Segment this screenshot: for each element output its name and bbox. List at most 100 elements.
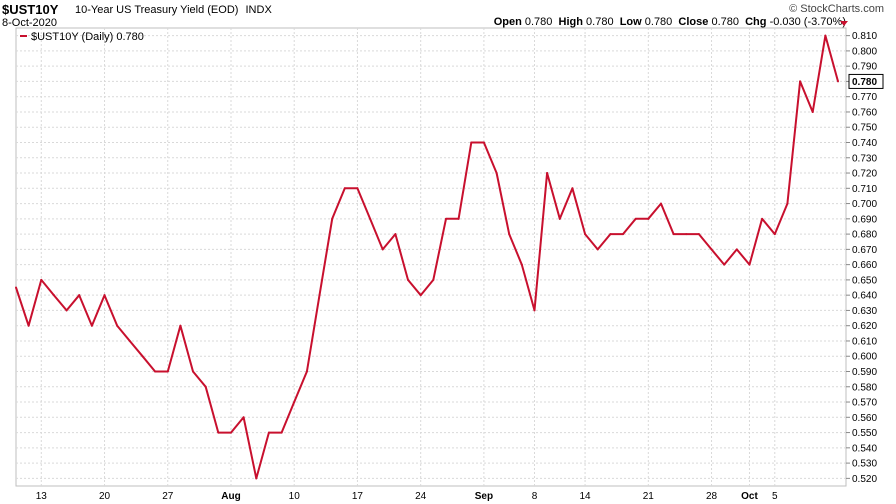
data-point: [824, 34, 827, 37]
data-point: [40, 278, 43, 281]
y-tick-label: 0.550: [852, 428, 877, 439]
chg-value: -0.030 (-3.70%): [769, 16, 846, 28]
data-point: [318, 294, 321, 297]
data-point: [432, 278, 435, 281]
data-point: [748, 263, 751, 266]
data-point: [65, 309, 68, 312]
x-tick-label: 8: [532, 491, 538, 502]
data-point: [192, 370, 195, 373]
y-tick-label: 0.720: [852, 169, 877, 180]
data-point: [659, 202, 662, 205]
data-point: [166, 370, 169, 373]
x-tick-label: Sep: [475, 491, 493, 502]
data-point: [723, 263, 726, 266]
y-tick-label: 0.670: [852, 245, 877, 256]
data-point: [697, 233, 700, 236]
description-text: 10-Year US Treasury Yield (EOD): [75, 4, 239, 16]
data-point: [786, 202, 789, 205]
data-point: [179, 324, 182, 327]
grid-lines: [16, 28, 846, 486]
chg-label: Chg: [745, 16, 767, 28]
data-point: [584, 233, 587, 236]
y-tick-label: 0.660: [852, 260, 877, 271]
high-value: 0.780: [586, 16, 614, 28]
data-point: [280, 431, 283, 434]
x-tick-label: Oct: [741, 491, 758, 502]
data-point: [356, 187, 359, 190]
data-points: [15, 34, 839, 480]
yield-series-line: [15, 34, 839, 480]
y-tick-label: 0.740: [852, 138, 877, 149]
y-axis: 0.520 0.530 0.540 0.550 0.560 0.570 0.580 0.590…: [846, 31, 877, 485]
last-value-text: 0.780: [852, 77, 877, 88]
data-point: [154, 370, 157, 373]
x-tick-label: 17: [352, 491, 364, 502]
y-tick-label: 0.630: [852, 306, 877, 317]
x-tick-label: 5: [772, 491, 778, 502]
data-point: [204, 385, 207, 388]
y-tick-label: 0.770: [852, 92, 877, 103]
close-value: 0.780: [711, 16, 739, 28]
low-value: 0.780: [644, 16, 673, 28]
y-tick-label: 0.650: [852, 275, 877, 286]
data-point: [811, 110, 814, 113]
x-tick-label: Aug: [221, 491, 240, 502]
exchange-text: INDX: [245, 4, 272, 16]
data-point: [242, 416, 245, 419]
last-value-box: [848, 73, 884, 89]
data-point: [394, 233, 397, 236]
data-point: [672, 233, 675, 236]
data-point: [444, 217, 447, 220]
data-point: [331, 217, 334, 220]
y-tick-label: 0.730: [852, 153, 877, 164]
data-point: [381, 248, 384, 251]
data-point: [78, 294, 81, 297]
ohlc-readout: Open 0.780 High 0.780 Low 0.780 Close 0.…: [494, 16, 846, 28]
y-tick-label: 0.540: [852, 443, 877, 454]
x-axis: 13 20 27 Aug 10 17 24 Sep 8 14 21 28 Oct 5: [36, 491, 778, 502]
x-tick-label: 20: [99, 491, 111, 502]
data-point: [141, 355, 144, 358]
data-point: [470, 141, 473, 144]
data-point: [609, 233, 612, 236]
y-tick-label: 0.690: [852, 214, 877, 225]
y-tick-label: 0.750: [852, 123, 877, 134]
data-point: [533, 309, 536, 312]
x-tick-label: 21: [643, 491, 655, 502]
data-point: [520, 263, 523, 266]
data-point: [495, 172, 498, 175]
y-tick-label: 0.530: [852, 459, 877, 470]
data-point: [217, 431, 220, 434]
data-point: [457, 217, 460, 220]
y-tick-label: 0.800: [852, 46, 877, 57]
down-arrow-icon: [840, 21, 848, 26]
data-point: [116, 324, 119, 327]
y-tick-label: 0.790: [852, 62, 877, 73]
high-label: High: [558, 16, 583, 28]
x-tick-label: 13: [36, 491, 48, 502]
x-tick-label: 10: [289, 491, 301, 502]
data-point: [267, 431, 270, 434]
data-point: [407, 278, 410, 281]
data-point: [482, 141, 485, 144]
data-point: [685, 233, 688, 236]
data-point: [596, 248, 599, 251]
data-point: [305, 370, 308, 373]
data-point: [419, 294, 422, 297]
data-point: [128, 339, 131, 342]
data-point: [90, 324, 93, 327]
x-tick-label: 28: [706, 491, 718, 502]
brand-label[interactable]: © StockCharts.com: [789, 3, 884, 15]
plot-frame: [15, 27, 847, 487]
data-point: [103, 294, 106, 297]
data-point: [293, 401, 296, 404]
y-tick-label: 0.580: [852, 382, 877, 393]
data-point: [799, 80, 802, 83]
x-tick-label: 27: [162, 491, 174, 502]
data-point: [255, 477, 258, 480]
x-tick-label: 24: [415, 491, 427, 502]
y-tick-label: 0.610: [852, 336, 877, 347]
data-point: [52, 294, 55, 297]
last-value-marker: 0.780: [848, 73, 884, 89]
